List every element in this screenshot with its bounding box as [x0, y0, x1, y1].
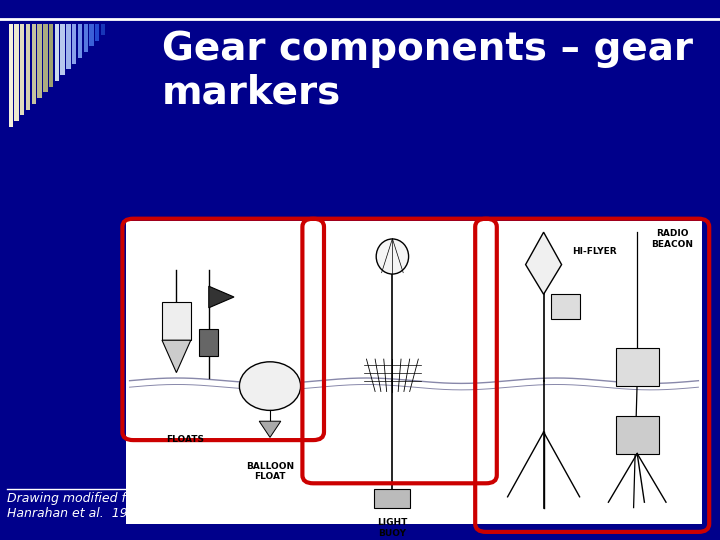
Text: Drawing modified from
Hanrahan et al.  1997: Drawing modified from Hanrahan et al. 19…	[7, 492, 151, 521]
Bar	[9, 24, 13, 127]
Bar	[66, 24, 71, 70]
Bar	[95, 24, 99, 40]
Bar	[616, 416, 659, 454]
Bar	[72, 24, 76, 64]
Text: LIGHT
BUOY: LIGHT BUOY	[377, 518, 408, 538]
Ellipse shape	[377, 239, 409, 274]
Polygon shape	[526, 232, 562, 294]
Text: Gear components – gear
markers: Gear components – gear markers	[162, 30, 693, 112]
Bar	[89, 24, 94, 46]
Text: BALLOON
FLOAT: BALLOON FLOAT	[246, 462, 294, 481]
Bar	[26, 24, 30, 110]
Text: FLOATS: FLOATS	[166, 435, 204, 444]
Bar	[43, 24, 48, 92]
Polygon shape	[259, 421, 281, 437]
Bar	[162, 302, 191, 340]
Polygon shape	[209, 286, 234, 308]
Polygon shape	[162, 340, 191, 373]
Bar	[616, 348, 659, 386]
Bar	[84, 24, 88, 52]
Text: RADIO
BEACON: RADIO BEACON	[652, 230, 693, 249]
Bar	[37, 24, 42, 98]
Bar	[551, 294, 580, 319]
Ellipse shape	[239, 362, 301, 410]
Bar	[126, 221, 702, 524]
Bar	[55, 24, 59, 81]
Bar	[199, 329, 218, 356]
Bar	[78, 24, 82, 58]
Bar	[14, 24, 19, 121]
Bar	[20, 24, 24, 116]
Bar	[101, 24, 105, 35]
Bar	[32, 24, 36, 104]
Bar	[374, 489, 410, 508]
Bar	[60, 24, 65, 75]
Bar	[49, 24, 53, 86]
Text: HI-FLYER: HI-FLYER	[572, 247, 617, 255]
